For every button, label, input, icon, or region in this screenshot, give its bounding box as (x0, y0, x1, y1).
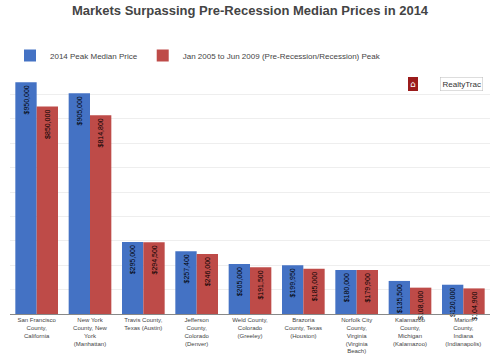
svg-text:San FranciscoCounty,California: San FranciscoCounty,California (17, 317, 56, 339)
svg-text:MarionCounty,Indiana(Indianapo: MarionCounty,Indiana(Indianapolis) (445, 317, 481, 346)
svg-text:$180,000: $180,000 (343, 273, 350, 302)
svg-text:$179,900: $179,900 (364, 273, 371, 302)
svg-text:New YorkCounty, NewYork(Manhat: New YorkCounty, NewYork(Manhattan) (73, 317, 108, 346)
svg-text:$191,500: $191,500 (257, 270, 264, 299)
svg-text:$185,000: $185,000 (311, 272, 318, 301)
svg-text:⌂: ⌂ (410, 79, 416, 89)
svg-text:$205,000: $205,000 (236, 267, 243, 296)
svg-text:$257,400: $257,400 (183, 254, 190, 283)
svg-text:$850,000: $850,000 (44, 110, 51, 139)
svg-text:BrazoriaCounty, Texas(Houston): BrazoriaCounty, Texas(Houston) (285, 317, 322, 339)
svg-text:$814,800: $814,800 (97, 118, 104, 147)
svg-text:Markets Surpassing Pre-Recessi: Markets Surpassing Pre-Recession Median … (72, 3, 429, 18)
svg-text:Norfolk CityCounty,Virginia(Vi: Norfolk CityCounty,Virginia(VirginiaBeac… (341, 317, 372, 354)
svg-text:JeffersonCounty,Colorado(Denve: JeffersonCounty,Colorado(Denver) (184, 317, 209, 346)
svg-text:$108,000: $108,000 (417, 291, 424, 320)
svg-text:Travis County,Texas (Austin): Travis County,Texas (Austin) (124, 317, 162, 331)
svg-text:$294,500: $294,500 (151, 245, 158, 274)
svg-text:$199,950: $199,950 (289, 268, 296, 297)
svg-text:$120,000: $120,000 (449, 288, 456, 317)
svg-text:2014 Peak Median Price: 2014 Peak Median Price (50, 52, 138, 61)
svg-text:$295,000: $295,000 (129, 245, 136, 274)
svg-text:$950,000: $950,000 (23, 85, 30, 114)
svg-text:Weld County,Colorado(Greeley): Weld County,Colorado(Greeley) (232, 317, 268, 339)
svg-text:$905,000: $905,000 (76, 96, 83, 125)
svg-text:Jan 2005 to Jun 2009 (Pre-Rece: Jan 2005 to Jun 2009 (Pre-Recession/Rece… (183, 52, 381, 61)
svg-text:KalamazooCounty,Michigan(Kalam: KalamazooCounty,Michigan(Kalamazoo) (393, 317, 427, 346)
svg-text:RealtyTrac: RealtyTrac (443, 80, 481, 89)
svg-text:$135,500: $135,500 (396, 284, 403, 313)
svg-text:$246,000: $246,000 (204, 257, 211, 286)
svg-text:$104,900: $104,900 (471, 291, 478, 320)
